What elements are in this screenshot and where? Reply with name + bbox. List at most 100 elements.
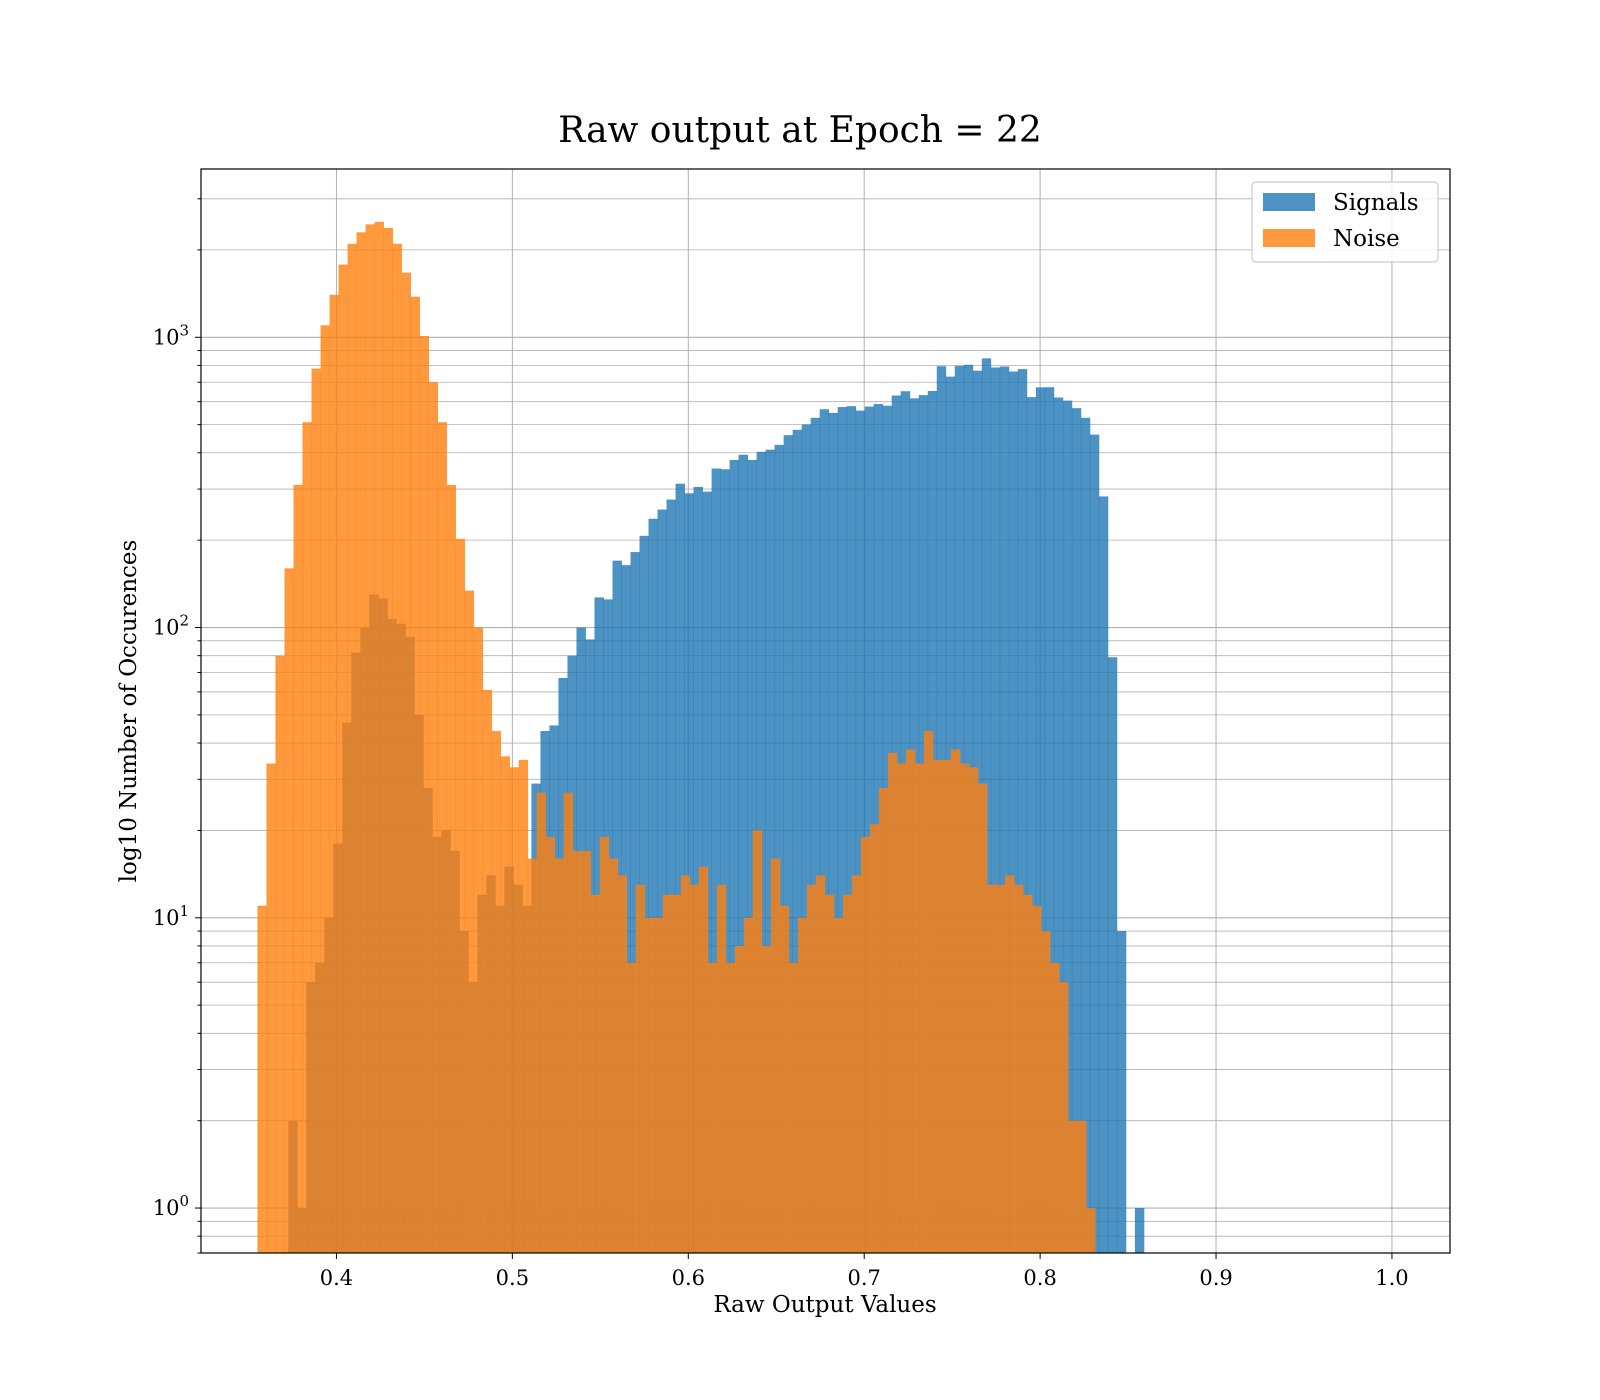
noise-bar-58 [779, 905, 790, 1253]
noise-bar-76 [941, 759, 952, 1253]
noise-bar-6 [311, 368, 321, 1253]
noise-bar-51 [716, 884, 727, 1253]
noise-bar-65 [842, 894, 853, 1253]
signals-bar-92 [1116, 931, 1127, 1253]
noise-bar-60 [797, 917, 808, 1253]
noise-bar-90 [1068, 1120, 1078, 1253]
signals-bar-90 [1098, 496, 1109, 1253]
noise-bar-71 [896, 763, 907, 1253]
y-tick-label-3: 103 [153, 321, 189, 349]
noise-bar-53 [734, 945, 745, 1253]
legend-swatch-noise [1263, 229, 1315, 247]
noise-bar-45 [662, 894, 673, 1253]
noise-bar-12 [365, 224, 375, 1253]
noise-bar-89 [1059, 982, 1069, 1253]
noise-bar-87 [1041, 931, 1051, 1253]
signals-bar-60 [828, 412, 839, 1253]
noise-bar-72 [905, 749, 916, 1253]
noise-bar-54 [743, 917, 754, 1253]
noise-bar-27 [500, 756, 511, 1253]
noise-bar-55 [752, 830, 763, 1253]
legend-label-signals: Signals [1333, 190, 1419, 216]
x-tick-label-1: 0.5 [496, 1266, 529, 1290]
noise-bar-0 [257, 905, 267, 1253]
noise-bar-31 [536, 792, 547, 1253]
chart-title: Raw output at Epoch = 22 [558, 110, 1042, 151]
noise-bar-36 [581, 850, 592, 1253]
noise-bar-4 [293, 484, 303, 1254]
noise-bar-15 [392, 243, 402, 1254]
signals-bar-94 [1134, 1208, 1145, 1253]
noise-bar-74 [923, 731, 934, 1253]
noise-bar-75 [932, 759, 943, 1253]
noise-bar-81 [987, 884, 997, 1253]
signals-bar-50 [738, 454, 749, 1253]
x-tick-label-5: 0.9 [1199, 1266, 1232, 1290]
noise-bar-25 [482, 689, 493, 1253]
noise-bar-91 [1077, 1120, 1087, 1253]
signals-bar-78 [990, 367, 1001, 1253]
legend: Signals Noise [1251, 181, 1439, 263]
x-axis-label: Raw Output Values [713, 1292, 936, 1318]
signals-bar-44 [684, 493, 694, 1253]
noise-bar-18 [419, 336, 429, 1254]
noise-bar-10 [347, 243, 357, 1254]
signals-bar-87 [1071, 408, 1082, 1253]
noise-bar-22 [455, 538, 466, 1253]
noise-bar-79 [969, 767, 979, 1253]
noise-bar-80 [978, 783, 988, 1253]
noise-bar-21 [446, 484, 457, 1254]
noise-bar-7 [320, 325, 330, 1253]
noise-bar-57 [770, 858, 781, 1253]
ticks: 0.4 0.5 0.6 0.7 0.8 0.9 1.0 100 101 102 103 [153, 198, 1409, 1290]
noise-bar-13 [374, 221, 384, 1253]
noise-bar-40 [617, 875, 628, 1253]
noise-bar-50 [707, 962, 718, 1253]
x-tick-label-6: 1.0 [1375, 1266, 1408, 1290]
signals-bar-47 [711, 468, 721, 1253]
noise-bar-86 [1032, 905, 1042, 1253]
noise-bar-47 [680, 875, 691, 1253]
noise-bar-66 [851, 875, 862, 1253]
signals-bar-84 [1044, 387, 1055, 1253]
signals-bar-38 [630, 552, 640, 1253]
noise-bar-85 [1023, 894, 1033, 1253]
noise-bar-1 [266, 763, 276, 1253]
noise-bar-35 [572, 850, 583, 1253]
signals-bar-55 [783, 435, 794, 1253]
signals-bar-56 [792, 429, 803, 1254]
signals-bar-79 [999, 366, 1010, 1253]
noise-bar-46 [671, 894, 682, 1253]
noise-bar-33 [554, 858, 565, 1253]
noise-bar-92 [1086, 1208, 1096, 1253]
y-tick-label-2: 102 [153, 612, 189, 640]
noise-bar-44 [653, 917, 664, 1253]
noise-bar-42 [635, 884, 646, 1253]
noise-bar-5 [302, 422, 312, 1253]
signals-bar-89 [1089, 434, 1100, 1253]
signals-bar-53 [765, 449, 776, 1254]
signals-bar-85 [1053, 397, 1064, 1253]
noise-bar-41 [626, 962, 637, 1253]
noise-bar-24 [473, 627, 484, 1253]
noise-bar-32 [545, 836, 556, 1253]
signals-bar-63 [855, 410, 866, 1253]
noise-bar-39 [608, 858, 619, 1253]
signals-bar-61 [837, 407, 848, 1253]
signals-bar-45 [693, 486, 703, 1253]
x-tick-label-3: 0.7 [847, 1266, 880, 1290]
bars [257, 221, 1145, 1254]
noise-bar-69 [878, 787, 889, 1253]
noise-bar-16 [401, 272, 411, 1253]
noise-bar-26 [491, 731, 502, 1253]
noise-bar-23 [464, 590, 475, 1253]
noise-bar-3 [284, 568, 294, 1253]
noise-bar-30 [527, 858, 538, 1253]
signals-bar-42 [666, 499, 676, 1253]
noise-bar-2 [275, 655, 285, 1253]
noise-bar-38 [599, 836, 610, 1253]
signals-bar-81 [1017, 369, 1028, 1253]
signals-bar-51 [747, 459, 758, 1253]
signals-bar-57 [801, 424, 812, 1253]
